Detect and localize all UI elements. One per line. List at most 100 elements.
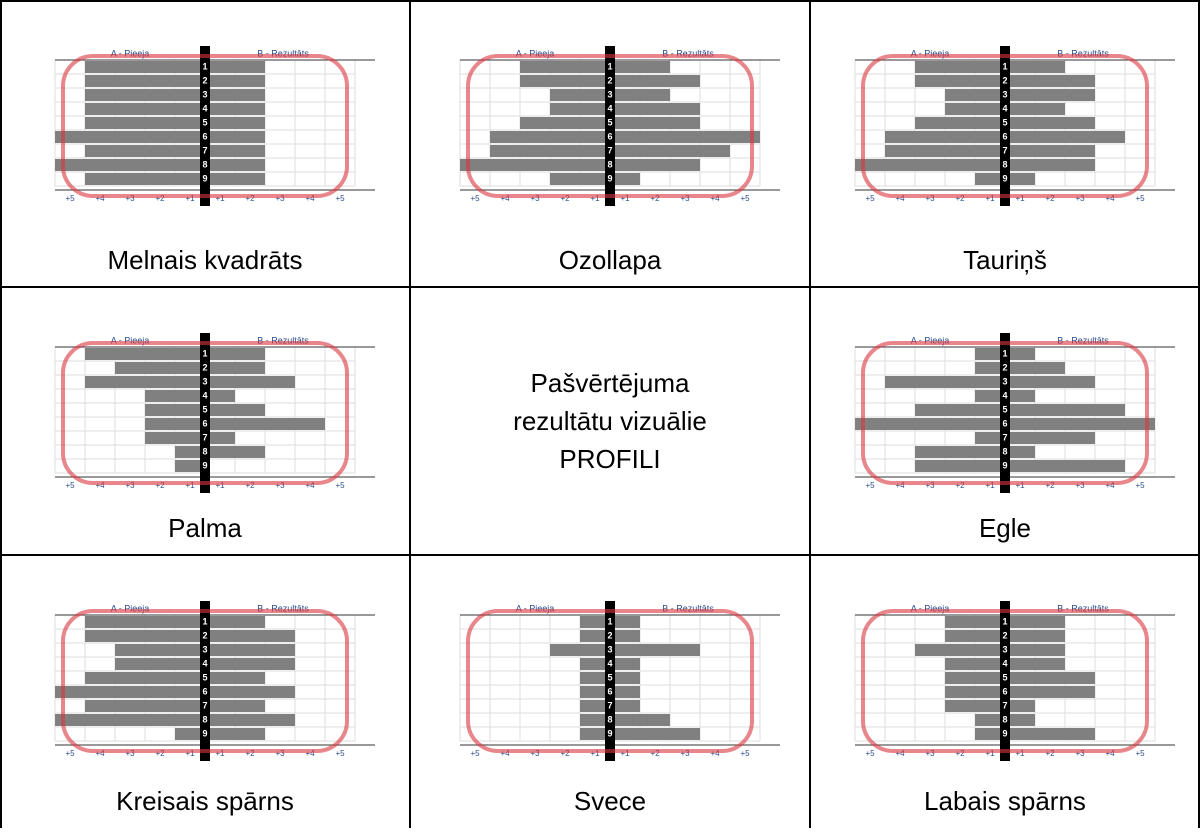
axis-label: +4 [500, 194, 510, 203]
row-label: 9 [607, 173, 612, 183]
profile-name: Ozollapa [559, 245, 662, 275]
axis-label: +5 [470, 749, 480, 758]
hand-outline [861, 54, 1149, 198]
axis-label: +1 [215, 481, 225, 490]
row-label: 3 [607, 89, 612, 99]
bar-right [205, 630, 295, 642]
header-b: B - Rezultāts [1057, 603, 1109, 613]
bar-right [610, 616, 640, 628]
bar-right [205, 173, 265, 185]
bar-right [610, 714, 670, 726]
header-b: B - Rezultāts [257, 603, 309, 613]
row-label: 4 [607, 658, 612, 668]
bar-left [85, 630, 205, 642]
axis-label: +3 [530, 749, 540, 758]
bar-left [490, 131, 610, 143]
row-label: 8 [202, 714, 207, 724]
bar-left [85, 700, 205, 712]
row-label: 7 [1002, 145, 1007, 155]
bar-right [1005, 376, 1095, 388]
hand-outline [861, 341, 1149, 485]
row-label: 7 [1002, 700, 1007, 710]
bar-right [1005, 145, 1095, 157]
bar-right [610, 61, 670, 73]
axis-label: +1 [1015, 194, 1025, 203]
row-label: 8 [607, 714, 612, 724]
hand-outline [466, 54, 754, 198]
axis-label: +2 [1045, 194, 1055, 203]
axis-label: +5 [470, 194, 480, 203]
row-label: 3 [1002, 644, 1007, 654]
bar-right [205, 145, 265, 157]
bar-right [1005, 644, 1065, 656]
bar-left [945, 103, 1005, 115]
bar-left [145, 432, 205, 444]
axis-label: +2 [155, 749, 165, 758]
bar-left [85, 145, 205, 157]
axis-label: +2 [650, 749, 660, 758]
bar-right [205, 89, 265, 101]
axis-label: +2 [1045, 481, 1055, 490]
row-label: 7 [202, 700, 207, 710]
axis-label: +1 [985, 481, 995, 490]
axis-label: +5 [1135, 749, 1145, 758]
bar-right [1005, 390, 1035, 402]
bar-left [580, 728, 610, 740]
bar-left [580, 658, 610, 670]
bar-right [205, 362, 265, 374]
bar-left [945, 672, 1005, 684]
row-label: 1 [1002, 348, 1007, 358]
axis-label: +4 [305, 194, 315, 203]
spine [605, 46, 615, 206]
bar-left [945, 686, 1005, 698]
hand-outline [61, 54, 349, 198]
row-label: 2 [1002, 630, 1007, 640]
bar-right [1005, 159, 1095, 171]
hand-outline [61, 341, 349, 485]
mini-chart: A - Pieeja B - Rezultāts 1 2 3 4 5 6 7 8 9 +5 +4 +3 +2… [54, 601, 375, 761]
spine [200, 46, 210, 206]
bar-right [1005, 61, 1065, 73]
bar-right [610, 686, 640, 698]
row-label: 6 [1002, 418, 1007, 428]
bar-right [610, 630, 640, 642]
row-label: 2 [607, 630, 612, 640]
bar-right [205, 714, 295, 726]
axis-label: +3 [275, 194, 285, 203]
bar-left [85, 117, 205, 129]
axis-label: +3 [925, 194, 935, 203]
axis-label: +3 [125, 194, 135, 203]
row-label: 7 [202, 145, 207, 155]
bar-right [1005, 630, 1065, 642]
mini-chart: A - Pieeja B - Rezultāts 1 2 3 4 5 6 7 8 9 +5 +4 +3 +2… [54, 46, 375, 206]
bar-right [610, 159, 700, 171]
axis-label: +5 [335, 194, 345, 203]
bar-left [915, 117, 1005, 129]
bar-right [205, 432, 235, 444]
row-label: 6 [607, 131, 612, 141]
bar-left [85, 89, 205, 101]
bar-right [610, 117, 700, 129]
row-label: 5 [202, 404, 207, 414]
header-b: B - Rezultāts [662, 603, 714, 613]
bar-right [205, 418, 325, 430]
axis-label: +5 [740, 749, 750, 758]
profile-name: Labais spārns [924, 786, 1086, 816]
row-label: 8 [1002, 714, 1007, 724]
axis-label: +4 [95, 481, 105, 490]
axis-label: +3 [1075, 194, 1085, 203]
axis-label: +2 [650, 194, 660, 203]
hand-outline [466, 609, 754, 753]
row-label: 1 [202, 348, 207, 358]
profile-name: Tauriņš [963, 245, 1047, 275]
axis-label: +5 [865, 749, 875, 758]
bar-left [55, 131, 205, 143]
bar-right [1005, 89, 1095, 101]
row-label: 4 [1002, 658, 1007, 668]
row-label: 3 [1002, 89, 1007, 99]
axis-label: +3 [125, 749, 135, 758]
bar-right [205, 404, 265, 416]
bar-left [945, 630, 1005, 642]
bar-right [1005, 103, 1065, 115]
row-label: 9 [1002, 173, 1007, 183]
